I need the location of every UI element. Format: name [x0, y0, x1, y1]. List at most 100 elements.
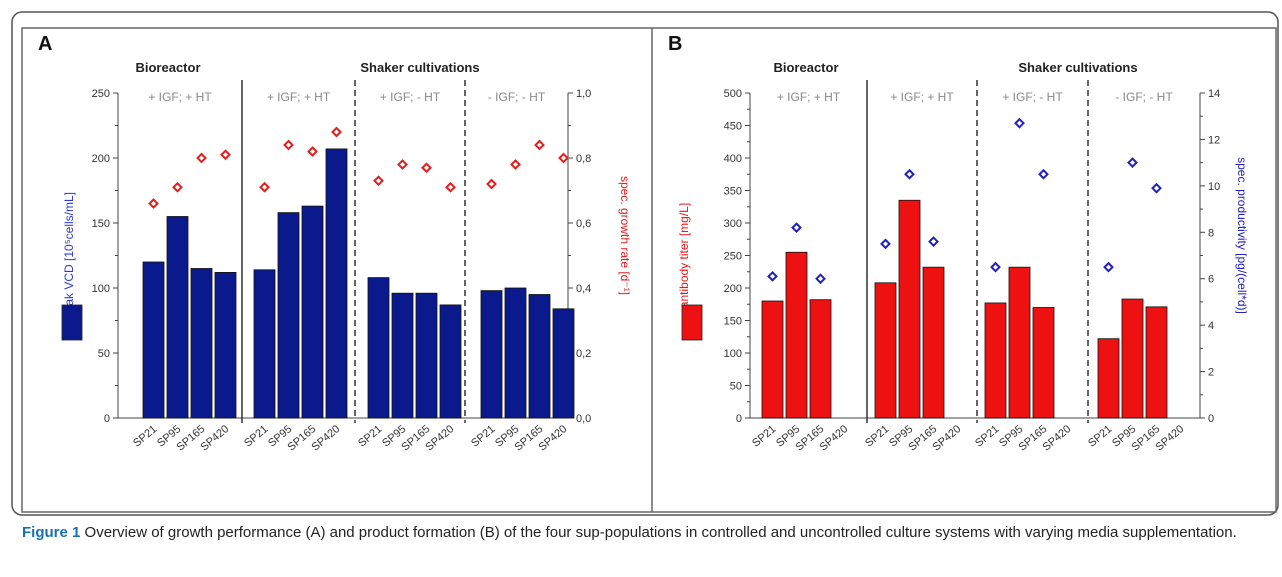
marker — [990, 261, 1001, 273]
group-title: Shaker cultivations — [1018, 60, 1137, 75]
legend-swatch — [61, 304, 83, 341]
right-tick-label: 0,8 — [576, 153, 591, 165]
marker — [397, 159, 408, 170]
bar — [761, 300, 784, 419]
bar — [504, 287, 527, 419]
bar — [190, 268, 213, 419]
left-tick-label: 50 — [730, 381, 742, 393]
left-axis-label: antibody titer [mg/L] — [677, 203, 691, 308]
marker — [421, 162, 432, 174]
group-title: Bioreactor — [773, 60, 838, 75]
bar — [552, 308, 575, 419]
bar — [898, 199, 921, 419]
left-tick-label: 250 — [92, 88, 110, 100]
marker — [880, 238, 891, 250]
bar — [984, 302, 1007, 419]
right-tick-label: 10 — [1208, 181, 1220, 193]
figure-caption: Figure 1 Overview of growth performance … — [22, 522, 1270, 544]
marker — [148, 198, 159, 209]
left-tick-label: 150 — [92, 218, 110, 230]
marker — [196, 152, 207, 164]
right-tick-label: 0,0 — [576, 413, 591, 425]
bar — [214, 271, 237, 419]
left-tick-label: 150 — [724, 316, 742, 328]
left-tick-label: 100 — [92, 283, 110, 295]
marker — [307, 146, 318, 157]
bar — [922, 266, 945, 419]
bar — [277, 212, 300, 419]
bar — [367, 277, 390, 419]
condition-label: - IGF; - HT — [488, 90, 546, 104]
condition-label: + IGF; + HT — [148, 90, 212, 104]
right-tick-label: 6 — [1208, 274, 1214, 286]
group-title: Shaker cultivations — [360, 60, 479, 75]
bar — [874, 282, 897, 419]
bar — [391, 292, 414, 419]
left-axis-label: peak VCD [10⁵cells/mL] — [62, 192, 76, 319]
right-tick-label: 12 — [1208, 134, 1220, 146]
condition-label: - IGF; - HT — [1115, 90, 1173, 104]
marker — [534, 139, 545, 151]
caption-text: Overview of growth performance (A) and p… — [84, 524, 1237, 541]
marker — [815, 273, 826, 285]
right-tick-label: 0,4 — [576, 283, 591, 295]
right-tick-label: 0 — [1208, 413, 1214, 425]
bar — [1145, 306, 1168, 419]
condition-label: + IGF; - HT — [380, 90, 441, 104]
right-tick-label: 4 — [1208, 320, 1214, 332]
panel-a: A Bioreactor Shaker cultivations 0 50 100 150 2… — [38, 33, 632, 454]
right-tick-label: 0,2 — [576, 348, 591, 360]
plot-border — [21, 27, 1277, 513]
bar — [785, 251, 808, 419]
marker — [486, 178, 497, 190]
right-tick-label: 1,0 — [576, 88, 591, 100]
left-tick-label: 300 — [724, 218, 742, 230]
bar — [166, 216, 189, 419]
bar — [1008, 266, 1031, 419]
bar — [1121, 298, 1144, 419]
marker — [1127, 157, 1138, 169]
left-tick-label: 0 — [736, 413, 742, 425]
right-tick-label: 14 — [1208, 88, 1220, 100]
marker — [791, 222, 802, 234]
left-tick-label: 50 — [98, 348, 110, 360]
bar — [325, 148, 348, 419]
marker — [331, 126, 342, 138]
right-tick-label: 0,6 — [576, 218, 591, 230]
bar — [142, 261, 165, 419]
condition-label: + IGF; + HT — [890, 90, 954, 104]
left-tick-label: 450 — [724, 121, 742, 133]
bar — [480, 290, 503, 419]
bar — [528, 294, 551, 419]
marker — [1014, 117, 1025, 129]
right-tick-label: 8 — [1208, 227, 1214, 239]
bar — [439, 304, 462, 419]
right-axis-label: spec. productivity [pg/(cell*d)] — [1235, 157, 1249, 314]
bar — [301, 205, 324, 419]
marker — [928, 236, 939, 247]
marker — [1103, 261, 1114, 273]
right-tick-label: 2 — [1208, 367, 1214, 379]
bar — [415, 292, 438, 419]
marker — [445, 181, 456, 193]
left-tick-label: 500 — [724, 88, 742, 100]
panel-letter: B — [668, 33, 682, 55]
condition-label: + IGF; - HT — [1002, 90, 1063, 104]
left-tick-label: 100 — [724, 348, 742, 360]
marker — [259, 181, 270, 193]
left-tick-label: 0 — [104, 413, 110, 425]
marker — [283, 139, 294, 151]
panel-letter: A — [38, 33, 52, 55]
marker — [510, 159, 521, 170]
bar — [809, 299, 832, 419]
marker — [172, 181, 183, 193]
left-tick-label: 200 — [724, 283, 742, 295]
bar — [1097, 338, 1120, 419]
left-tick-label: 200 — [92, 153, 110, 165]
marker — [220, 149, 231, 161]
condition-label: + IGF; + HT — [777, 90, 841, 104]
bar — [1032, 307, 1055, 419]
condition-label: + IGF; + HT — [267, 90, 331, 104]
left-tick-label: 400 — [724, 153, 742, 165]
